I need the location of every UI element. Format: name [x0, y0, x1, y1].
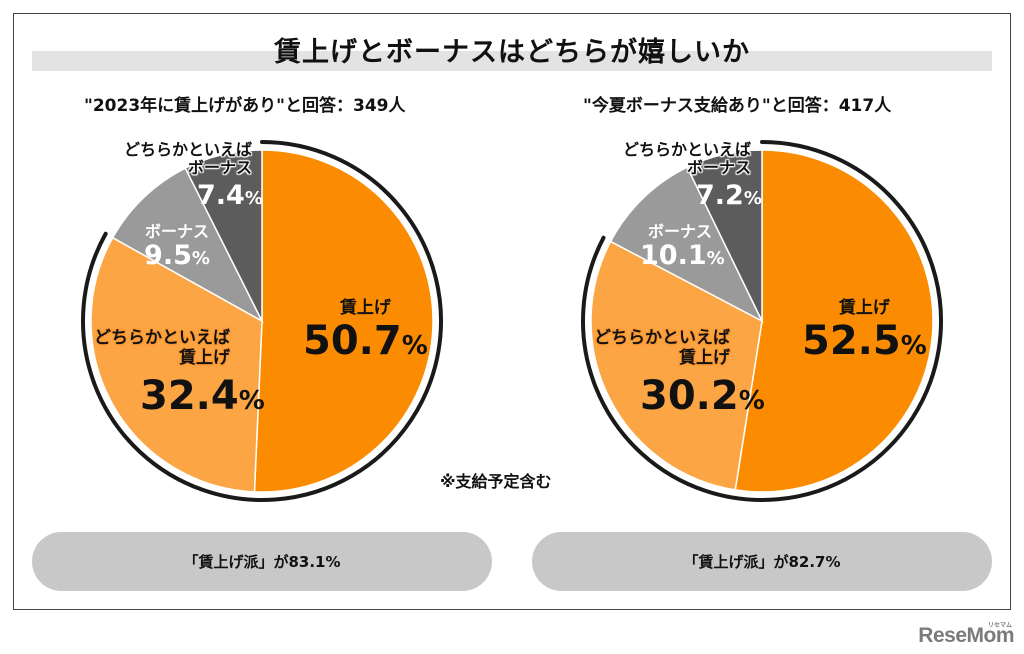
pie-2-lean-wage-unit: %	[738, 386, 765, 416]
pie-2-wage-label: 賃上げ 52.5%	[802, 298, 927, 364]
pie-chart-1	[81, 140, 443, 502]
pie-1-lean-bonus-line1: どちらかといえば	[123, 140, 252, 159]
pie-1-lean-wage-line1: どちらかといえば	[94, 328, 230, 348]
logo-text: ReseMom	[918, 624, 1014, 647]
pie-2-lean-bonus-value: 7.2	[696, 180, 744, 211]
pie-1-summary-pill: 「賃上げ派」が83.1%	[32, 532, 492, 591]
pie-1-wage-label: 賃上げ 50.7%	[303, 298, 428, 364]
pie-2-slice-bonus	[609, 166, 764, 323]
pie-2-lean-bonus-unit: %	[743, 188, 762, 209]
pie-2-slice-lean-wage	[590, 240, 763, 491]
pie-1-lean-bonus-number: 7.4%	[197, 182, 263, 209]
pie-2-bonus-value: 10.1	[640, 240, 707, 271]
pie-chart-2	[581, 140, 943, 502]
pie-1-wage-unit: %	[401, 331, 428, 361]
pie-1-lean-bonus-value: 7.4	[197, 180, 245, 211]
pie-2-summary-text: 「賃上げ派」が82.7%	[683, 553, 841, 571]
pie-2-lean-bonus-number: 7.2%	[696, 182, 762, 209]
pie-1-bonus-name: ボーナス	[144, 222, 209, 241]
pie-2-bonus-unit: %	[706, 248, 725, 269]
pie-2-lean-bonus-label: どちらかといえば ボーナス	[601, 142, 751, 176]
pie-1-lean-wage-unit: %	[238, 386, 265, 416]
pie-2-lean-bonus-line1: どちらかといえば	[622, 140, 751, 159]
pie-1-wage-group-arc	[81, 140, 443, 502]
pie-1-lean-wage-value: 32.4	[140, 373, 239, 419]
pie-2-wage-unit: %	[900, 331, 927, 361]
pie-1-slice-bonus	[111, 167, 264, 323]
pie-1-bonus-unit: %	[191, 248, 210, 269]
pie-2-slice-wage	[734, 149, 934, 493]
pie-1-slice-lean-bonus	[184, 149, 263, 322]
pie-1-lean-bonus-line2: ボーナス	[187, 158, 252, 177]
resemom-logo: ReseMom リセマム	[918, 623, 1014, 648]
pie-2-wage-group-arc	[581, 140, 943, 502]
pie-2-lean-wage-number: 30.2%	[640, 376, 765, 416]
pie-1-lean-wage-number: 32.4%	[140, 376, 265, 416]
pie-2-lean-wage-label: どちらかといえば 賃上げ	[570, 330, 730, 367]
page-title: 賃上げとボーナスはどちらが嬉しいか	[274, 37, 750, 68]
footnote: ※支給予定含む	[440, 472, 552, 491]
pie-1-slice-lean-wage	[90, 236, 263, 493]
pie-1-summary-text: 「賃上げ派」が83.1%	[183, 553, 341, 571]
pie-2-lean-wage-line2: 賃上げ	[679, 348, 730, 368]
pie-2-bonus-label: ボーナス 10.1%	[640, 222, 725, 271]
pie-2-summary-pill: 「賃上げ派」が82.7%	[532, 532, 992, 591]
title-band	[32, 51, 992, 71]
pie-1-bonus-label: ボーナス 9.5%	[137, 222, 217, 271]
pie-2-lean-bonus-line2: ボーナス	[686, 158, 751, 177]
pie-1-lean-wage-label: どちらかといえば 賃上げ	[70, 330, 230, 367]
pie-1-slice-wage	[253, 149, 434, 493]
pie-1-lean-bonus-label: どちらかといえば ボーナス	[102, 142, 252, 176]
pie-1-wage-name: 賃上げ	[339, 298, 391, 318]
pie-2-bonus-name: ボーナス	[647, 222, 712, 241]
pie-2-lean-wage-line1: どちらかといえば	[594, 328, 730, 348]
pie-1-lean-wage-line2: 賃上げ	[179, 348, 230, 368]
pie-1-wage-value: 50.7	[303, 318, 402, 364]
pie-1-lean-bonus-unit: %	[244, 188, 263, 209]
pie-2-slice-lean-bonus	[686, 149, 763, 322]
pie-2-title: "今夏ボーナス支給あり"と回答：417人	[583, 96, 892, 116]
pie-2-lean-wage-value: 30.2	[640, 373, 739, 419]
pie-1-bonus-value: 9.5	[144, 240, 192, 271]
pie-2-wage-value: 52.5	[802, 318, 901, 364]
pie-2-wage-name: 賃上げ	[838, 298, 890, 318]
pie-1-title: "2023年に賃上げがあり"と回答：349人	[84, 96, 406, 116]
logo-small-text: リセマム	[987, 623, 1012, 629]
